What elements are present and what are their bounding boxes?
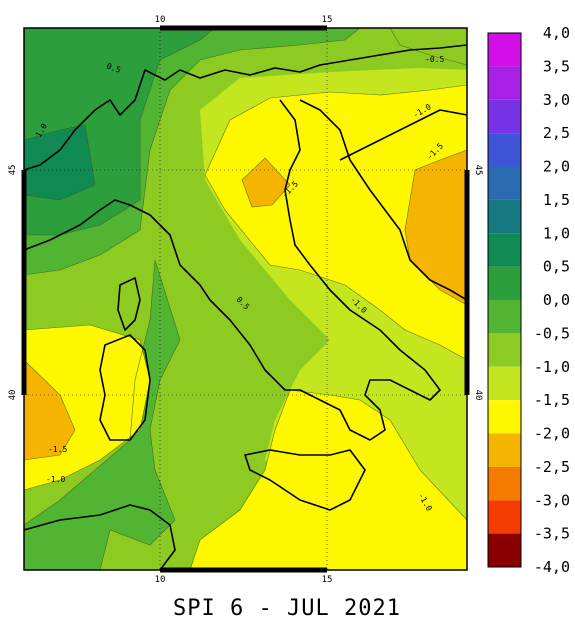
legend-label: 3,0 — [543, 91, 570, 109]
contour-label: -1.0 — [46, 475, 65, 484]
legend-swatch — [488, 300, 521, 334]
fill-band-minus-2-0-west — [24, 360, 75, 460]
y-tick-left-45: 45 — [8, 165, 18, 176]
legend-swatch — [488, 166, 521, 200]
legend-label: 2,5 — [543, 124, 570, 142]
y-tick-right-45: 45 — [473, 165, 483, 176]
fill-band-minus-1-5-east — [205, 85, 467, 360]
legend-label: -3,5 — [534, 525, 570, 543]
legend-swatch — [488, 199, 521, 234]
legend-swatch — [488, 500, 521, 534]
x-tick-top-10: 10 — [155, 15, 166, 25]
legend-swatch — [488, 233, 521, 267]
legend-swatch — [488, 466, 521, 501]
legend-label: 0,0 — [543, 291, 570, 309]
legend-label: -2,5 — [534, 458, 570, 476]
legend-label: -2,0 — [534, 425, 570, 443]
legend-swatch — [488, 33, 521, 67]
legend-label: 4,0 — [543, 24, 570, 42]
fill-band-minus-2-0-north — [242, 158, 290, 207]
legend-swatch — [488, 266, 521, 300]
legend-label: 3,5 — [543, 57, 570, 75]
color-legend: 4,0 3,5 3,0 2,5 2,0 1,5 1,0 0,5 0,0 -0,5 -1,0 -1,5 -… — [487, 24, 570, 576]
legend-label: 0,5 — [543, 258, 570, 276]
coastlines-borders — [24, 44, 467, 570]
legend-swatch — [488, 400, 521, 434]
legend-label: -0,5 — [534, 324, 570, 342]
fill-band-0-5-south — [24, 260, 180, 570]
x-tick-top-15: 15 — [322, 15, 333, 25]
fill-band-minus-1-5-south — [190, 390, 467, 570]
legend-swatch — [488, 133, 521, 167]
legend-label: -1,0 — [534, 358, 570, 376]
legend-frame — [487, 32, 522, 568]
legend-label: -4,0 — [534, 558, 570, 576]
x-tick-bottom-10: 10 — [155, 575, 166, 585]
legend-label: 1,0 — [543, 224, 570, 242]
legend-label: -3,0 — [534, 491, 570, 509]
y-tick-right-40: 40 — [473, 390, 483, 401]
fill-band-minus-2-0-east — [405, 150, 467, 305]
legend-swatch — [488, 533, 521, 567]
legend-swatch — [488, 366, 521, 401]
legend-label: 1,5 — [543, 191, 570, 209]
map-title: SPI 6 - JUL 2021 — [173, 596, 401, 621]
x-tick-bottom-15: 15 — [322, 575, 333, 585]
legend-swatch — [488, 99, 521, 134]
legend-swatch — [488, 433, 521, 467]
legend-label: -1,5 — [534, 391, 570, 409]
contour-label: -0.5 — [425, 55, 444, 64]
legend-label: 2,0 — [543, 158, 570, 176]
fill-band-1-5 — [24, 125, 95, 200]
y-tick-left-40: 40 — [8, 390, 18, 401]
legend-swatch — [488, 66, 521, 100]
contour-lines — [24, 28, 467, 570]
legend-swatch — [488, 333, 521, 367]
contour-label: -1.5 — [48, 445, 67, 454]
map-panel — [24, 28, 467, 570]
fill-band-0-0-ne — [390, 28, 467, 65]
